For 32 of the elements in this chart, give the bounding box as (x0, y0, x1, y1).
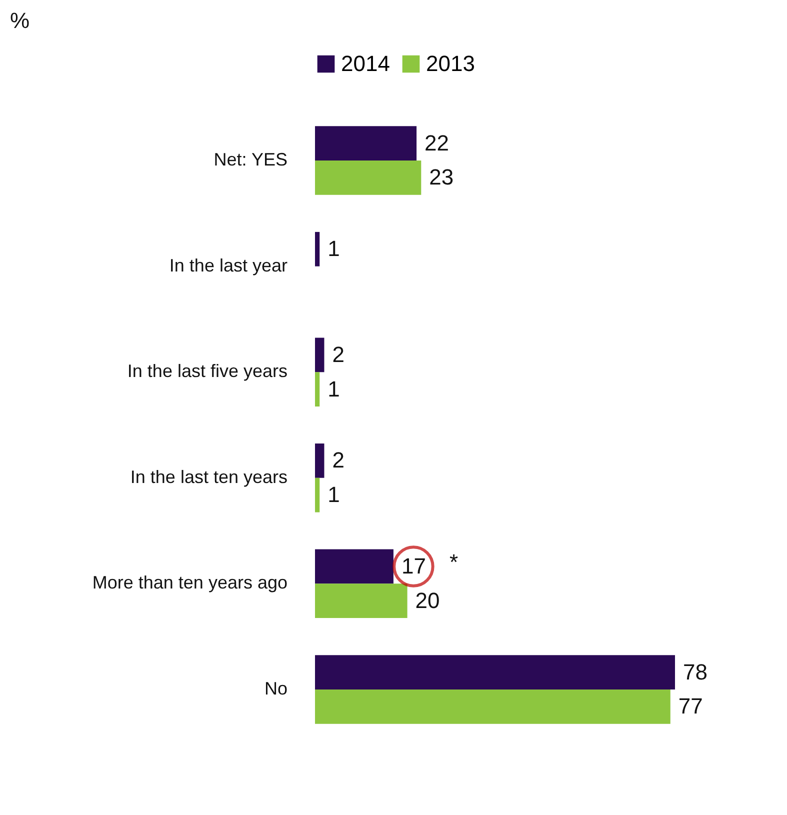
bar (315, 549, 394, 584)
data-label: 17 (401, 553, 426, 578)
data-label: 1 (328, 376, 340, 402)
y-tick-label: No (264, 678, 288, 698)
y-tick-label: Net: YES (214, 150, 288, 170)
y-tick-label: In the last year (169, 255, 288, 276)
bar (315, 338, 324, 372)
bar (315, 689, 670, 724)
bar (315, 372, 320, 406)
data-label: 2 (332, 342, 344, 367)
bar (315, 478, 320, 512)
data-label: 20 (415, 588, 440, 613)
data-label: 22 (424, 130, 450, 156)
data-label: 78 (683, 659, 708, 684)
data-label: 1 (328, 482, 340, 508)
y-tick-label: In the last ten years (130, 466, 288, 487)
annotation: * (449, 549, 458, 574)
y-tick-label: More than ten years ago (92, 572, 288, 593)
bar (315, 444, 324, 478)
bar (315, 126, 417, 161)
legend-label: 2014 (341, 51, 390, 76)
data-label: 2 (332, 448, 344, 473)
data-label: 23 (429, 164, 454, 190)
data-label: 1 (328, 236, 340, 262)
bar (315, 160, 422, 195)
bar (315, 232, 320, 266)
data-label: 77 (678, 694, 703, 719)
bar (315, 655, 675, 690)
legend-label: 2013 (426, 51, 475, 76)
y-tick-label: In the last five years (127, 361, 288, 382)
bar (315, 584, 408, 618)
x-axis-title: % (10, 8, 30, 33)
